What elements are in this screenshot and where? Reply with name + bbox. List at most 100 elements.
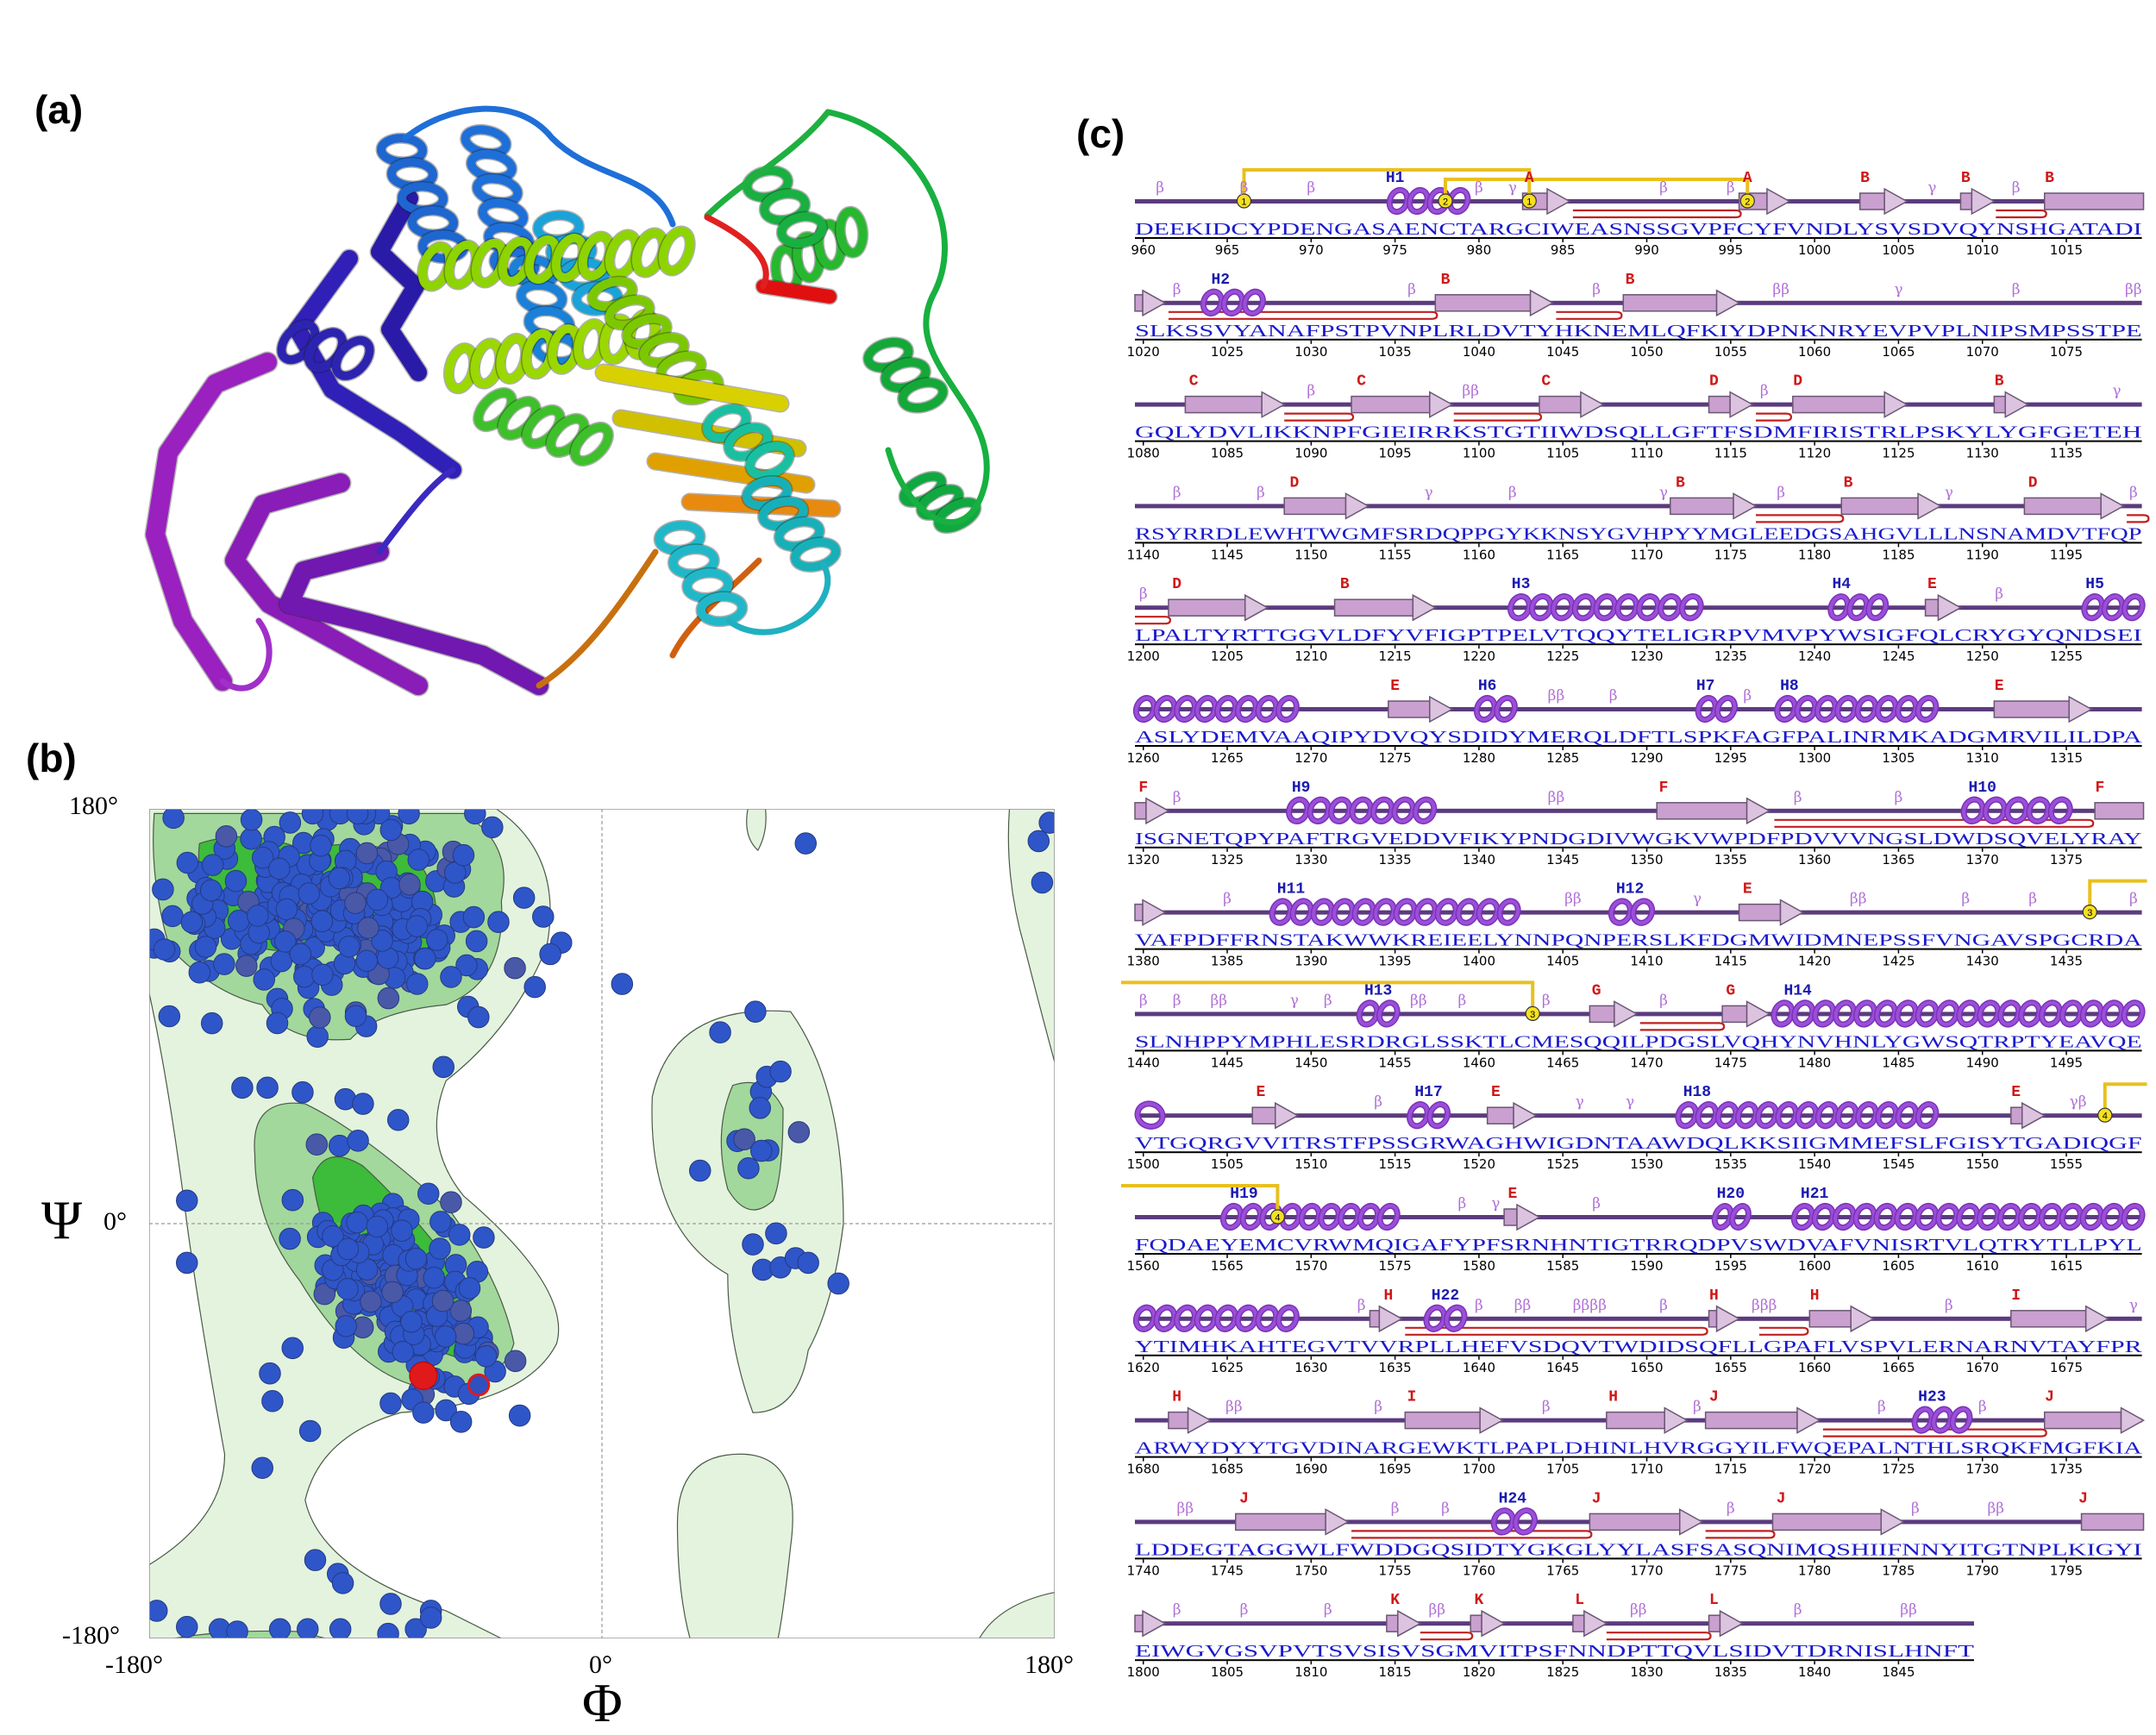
turn-label: β: [2129, 891, 2138, 908]
beta-hairpin: [1756, 514, 1845, 523]
turn-label: β: [1173, 992, 1181, 1009]
helix-label: H5: [2085, 576, 2104, 593]
residue-point: [488, 911, 510, 933]
residue-number-label: 1590: [1630, 1258, 1663, 1274]
turn-label: β: [1139, 992, 1148, 1009]
residue-number-label: 1585: [1546, 1258, 1579, 1274]
residue-number-label: 1200: [1127, 648, 1160, 664]
residue-number-label: 1665: [1882, 1360, 1915, 1375]
residue-point: [279, 812, 301, 834]
residue-number-label: 1270: [1294, 750, 1327, 766]
ruler-tick: [1310, 1051, 1313, 1055]
beta-strand-arrow: [1351, 391, 1454, 418]
strand-head: [1479, 1406, 1504, 1434]
strand-body: [1771, 1513, 1883, 1531]
ruler-tick: [1981, 1051, 1984, 1055]
residue-number-label: 1290: [1630, 750, 1663, 766]
residue-point: [302, 809, 323, 824]
sheet-label: B: [1995, 373, 2004, 391]
outlier-point: [468, 1375, 488, 1395]
residue-number-label: 1140: [1127, 547, 1160, 562]
sheet-label: B: [1860, 170, 1870, 187]
ruler-tick: [1981, 747, 1984, 750]
residue-point: [482, 817, 504, 838]
ruler-tick: [1142, 442, 1144, 446]
coil-loop: [376, 467, 456, 555]
helix-turn-highlight: [1977, 1204, 2000, 1230]
residue-number-label: 1735: [2050, 1462, 2083, 1477]
helix-turn-highlight: [1236, 1306, 1258, 1331]
residue-point: [405, 1248, 427, 1269]
ruler-tick: [1226, 340, 1228, 344]
strand-head: [1850, 1305, 1875, 1333]
beta-strand-arrow: [1572, 1609, 1608, 1638]
beta-strand-ribbon: [371, 190, 427, 381]
strand-head: [1325, 1508, 1350, 1536]
residue-number-label: 1085: [1211, 446, 1244, 461]
helix-turn-highlight: [2102, 1000, 2124, 1027]
ruler-tick: [1814, 239, 1815, 242]
alpha-helix-ribbon: [653, 519, 749, 628]
ruler-tick: [1645, 645, 1648, 649]
ruler-tick: [1645, 1153, 1648, 1157]
helix-label: H24: [1499, 1490, 1527, 1507]
strand-head: [1745, 1000, 1771, 1028]
sheet-label: E: [1390, 678, 1400, 695]
turn-label: β: [1877, 1399, 1886, 1416]
residue-number-label: 1805: [1211, 1664, 1244, 1680]
beta-hairpin: [1996, 209, 2047, 219]
turn-label: ββ: [1514, 1297, 1532, 1314]
turn-label: γ: [1945, 484, 1953, 501]
residue-point: [738, 1157, 760, 1179]
helix-turn-highlight: [2060, 1204, 2083, 1230]
sequence-text: SLNHPPYMPHLESRDRGLSSKTLCMESQQILPDGSLVQHY…: [1135, 1032, 2142, 1051]
strand-body: [1168, 598, 1246, 617]
beta-strand-arrow: [1369, 1305, 1403, 1333]
residue-number-label: 1645: [1546, 1360, 1579, 1375]
strand-head: [2068, 695, 2093, 723]
ruler-tick: [1226, 442, 1228, 446]
backbone-track: [1135, 1621, 1974, 1626]
helix-turn-highlight: [1756, 1102, 1778, 1128]
alpha-helix-ribbon: [275, 318, 376, 382]
residue-number-label: 1755: [1379, 1563, 1412, 1578]
residue-number-label: 1795: [2050, 1563, 2083, 1578]
turn-label: β: [1324, 992, 1332, 1009]
residue-point: [347, 1212, 368, 1233]
turn-label: β: [1441, 1500, 1450, 1517]
residue-number-label: 1195: [2050, 547, 2083, 562]
residue-point: [276, 899, 298, 920]
residue-point: [163, 809, 184, 829]
beta-hairpin: [1453, 412, 1543, 422]
beta-strand-arrow: [2010, 1101, 2046, 1130]
ruler-line: [1135, 1151, 2142, 1154]
sequence-text: ISGNETQPYPAFTRGVEDDVFIKYPNDGDIVWGKVWPDFP…: [1135, 830, 2142, 849]
residue-point: [745, 1001, 767, 1023]
helix-turn-highlight: [1338, 1204, 1360, 1230]
ruler-tick: [1310, 442, 1313, 446]
residue-number-label: 1300: [1798, 750, 1831, 766]
turn-label: ββ: [1462, 383, 1479, 400]
residue-point: [828, 1273, 849, 1294]
residue-number-label: 1130: [1966, 446, 1999, 461]
helix-turn-highlight: [1816, 1102, 1838, 1128]
ruler-tick: [1645, 949, 1648, 954]
helix-turn-highlight: [1215, 696, 1238, 722]
helix-turn-highlight: [1241, 1204, 1263, 1230]
disulfide-number: 2: [1745, 197, 1750, 208]
beta-hairpin: [1351, 1530, 1593, 1539]
alpha-helix-coil: [1774, 694, 1940, 723]
helix-turn-highlight: [1680, 594, 1703, 620]
alpha-helix-ribbon: [417, 225, 696, 292]
sheet-label: H: [1172, 1389, 1181, 1406]
helix-turn-highlight: [1771, 1000, 1794, 1027]
beta-strand-ribbon: [225, 473, 428, 695]
ruler-tick: [1562, 1153, 1564, 1157]
turn-label: β: [1458, 1195, 1467, 1212]
ruler-tick: [2065, 543, 2067, 548]
beta-strand-arrow: [1134, 1609, 1167, 1638]
ruler-tick: [1478, 1255, 1480, 1258]
residue-point: [473, 1227, 495, 1249]
residue-point: [372, 930, 393, 952]
sequence-row: D B H3 H4 E H5 β β LPALTYRTTGGVLDFYVFIGPTPELVTQQ…: [1127, 576, 2146, 664]
